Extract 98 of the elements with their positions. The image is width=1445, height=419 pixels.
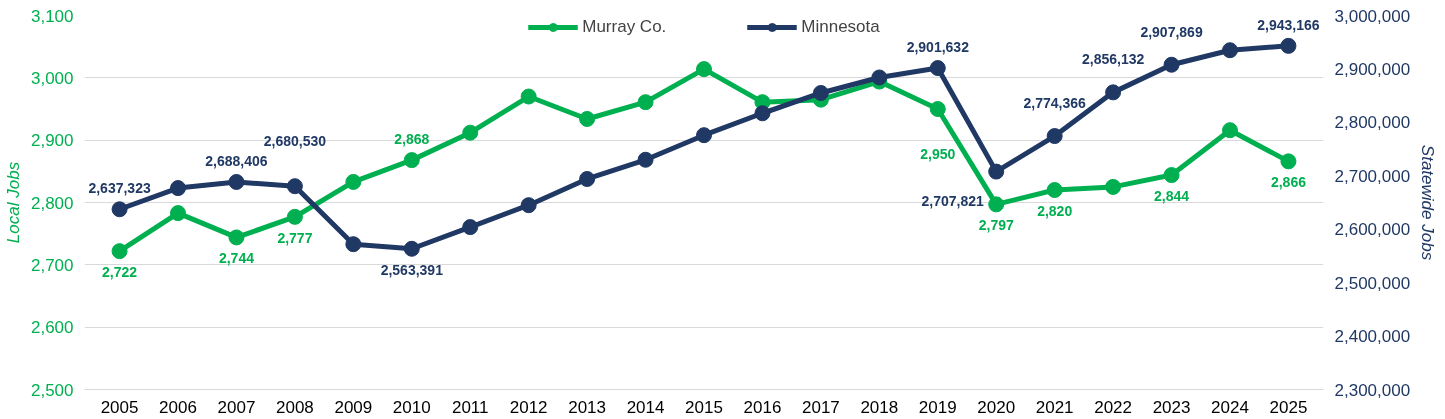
data-label: 2,866 [1270, 174, 1307, 191]
point [520, 88, 537, 105]
point [286, 178, 303, 195]
y-tick-label: 2,500 [30, 380, 74, 400]
data-label: 2,637,323 [88, 180, 151, 197]
y2-tick-label: 2,900,000 [1334, 59, 1411, 79]
x-tick-label: 2006 [159, 397, 197, 417]
data-label: 2,950 [920, 146, 956, 162]
point [1221, 42, 1238, 59]
x-tick-label: 2017 [801, 397, 840, 417]
point [228, 229, 245, 246]
y-tick-label: 2,700 [30, 255, 74, 275]
data-label: 2,722 [102, 264, 138, 281]
point [462, 219, 479, 236]
y-tick-label: 2,600 [30, 318, 74, 338]
x-tick-label: 2007 [217, 397, 256, 417]
point [111, 201, 128, 218]
point [111, 243, 128, 260]
point [1046, 182, 1063, 199]
point [1105, 84, 1122, 101]
data-label: 2,707,821 [921, 192, 985, 209]
data-label: 2,797 [978, 217, 1014, 234]
x-tick-label: 2016 [743, 397, 782, 417]
point [754, 105, 771, 122]
x-tick-label: 2025 [1269, 397, 1308, 417]
x-tick-label: 2012 [509, 397, 548, 417]
point [929, 60, 946, 77]
point [1105, 178, 1122, 195]
x-tick-label: 2022 [1094, 397, 1133, 417]
point [1163, 56, 1180, 73]
data-label: 2,688,406 [205, 152, 268, 169]
y2-tick-label: 3,000,000 [1334, 6, 1411, 26]
x-tick-label: 2011 [451, 397, 489, 417]
x-tick-label: 2005 [100, 397, 139, 417]
x-tick-label: 2021 [1035, 397, 1074, 417]
data-label: 2,820 [1037, 203, 1073, 220]
x-tick-label: 2023 [1152, 397, 1191, 417]
x-tick-label: 2009 [334, 397, 373, 417]
point [403, 240, 420, 257]
y2-tick-label: 2,500,000 [1334, 273, 1411, 293]
point [170, 205, 187, 222]
point [345, 173, 362, 190]
y-tick-label: 2,900 [30, 131, 74, 151]
point [579, 110, 596, 127]
point [871, 69, 888, 86]
point [403, 152, 420, 169]
y2-axis-title: Statewide Jobs [1418, 144, 1438, 261]
point [696, 61, 712, 78]
data-label: 2,563,391 [380, 261, 444, 278]
x-tick-label: 2020 [977, 397, 1016, 417]
point [286, 208, 303, 225]
y2-tick-label: 2,400,000 [1334, 327, 1411, 347]
data-label: 2,680,530 [263, 133, 327, 150]
point [1163, 167, 1180, 184]
y-tick-label: 3,100 [30, 6, 74, 26]
point [637, 94, 654, 111]
point [228, 174, 245, 190]
legend-label: Minnesota [801, 17, 880, 37]
y2-tick-label: 2,300,000 [1334, 380, 1411, 400]
point [988, 196, 1005, 213]
point [696, 127, 712, 144]
data-label: 2,901,632 [906, 39, 970, 56]
y2-tick-label: 2,800,000 [1334, 113, 1411, 133]
point [812, 84, 829, 101]
data-label: 2,856,132 [1081, 51, 1145, 68]
x-tick-label: 2024 [1211, 397, 1249, 417]
point [1046, 128, 1063, 145]
point [345, 236, 362, 253]
data-label: 2,943,166 [1257, 16, 1320, 33]
point [988, 163, 1005, 180]
y-tick-label: 3,000 [30, 68, 74, 88]
x-tick-label: 2019 [918, 397, 957, 417]
point [520, 197, 537, 214]
y2-tick-label: 2,600,000 [1334, 220, 1411, 240]
point [462, 124, 479, 141]
y-tick-label: 2,800 [30, 193, 74, 213]
legend-label: Murray Co. [582, 17, 667, 37]
data-label: 2,907,869 [1140, 23, 1203, 40]
point [637, 151, 654, 168]
data-label: 2,744 [218, 250, 255, 267]
data-label: 2,777 [277, 229, 313, 246]
point [1280, 37, 1297, 54]
data-label: 2,868 [394, 131, 430, 148]
y-axis-title: Local Jobs [3, 161, 23, 244]
data-label: 2,774,366 [1023, 95, 1087, 112]
point [579, 171, 596, 187]
point [1280, 153, 1297, 170]
y2-tick-label: 2,700,000 [1334, 166, 1411, 186]
x-tick-label: 2015 [685, 397, 723, 417]
x-tick-label: 2013 [568, 397, 607, 417]
x-tick-label: 2008 [275, 397, 314, 417]
point [170, 180, 187, 197]
data-label: 2,844 [1154, 188, 1190, 205]
x-tick-label: 2010 [392, 397, 431, 417]
x-tick-label: 2014 [626, 397, 665, 417]
point [1221, 122, 1238, 139]
x-tick-label: 2018 [860, 397, 899, 417]
point [929, 101, 946, 117]
